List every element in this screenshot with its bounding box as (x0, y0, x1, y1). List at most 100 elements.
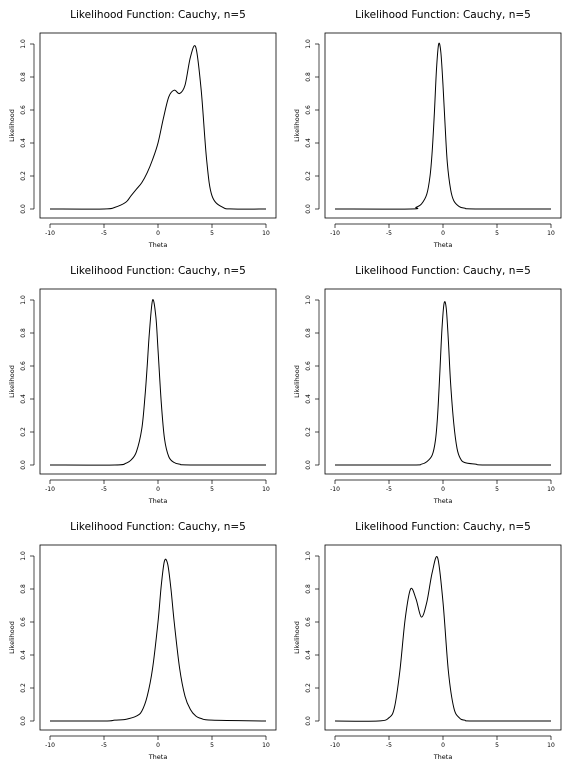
x-tick-label: -5 (101, 486, 107, 493)
x-tick-label: 0 (441, 230, 445, 237)
chart-title: Likelihood Function: Cauchy, n=5 (70, 521, 246, 533)
x-tick-label: 0 (156, 230, 160, 237)
likelihood-curve (49, 299, 267, 466)
x-tick-label: 0 (156, 742, 160, 749)
y-tick-label: 0.2 (305, 427, 312, 437)
y-tick-label: 1.0 (305, 39, 312, 49)
x-tick-label: 5 (210, 486, 214, 493)
x-tick-label: -10 (330, 742, 340, 749)
x-tick-label: 5 (495, 230, 499, 237)
x-tick-label: 10 (547, 742, 555, 749)
x-tick-label: -10 (330, 486, 340, 493)
y-tick-label: 0.6 (305, 105, 312, 115)
y-tick-label: 0.0 (305, 716, 312, 726)
x-tick-label: 5 (210, 230, 214, 237)
y-tick-label: 0.8 (20, 584, 27, 594)
y-tick-label: 0.6 (20, 617, 27, 627)
likelihood-curve (49, 558, 267, 722)
chart-title: Likelihood Function: Cauchy, n=5 (355, 9, 531, 21)
y-axis-label: Likelihood (293, 621, 301, 654)
x-axis-label: Theta (148, 753, 168, 761)
chart-title: Likelihood Function: Cauchy, n=5 (355, 521, 531, 533)
y-tick-label: 0.0 (305, 204, 312, 214)
chart-panel-1: Likelihood Function: Cauchy, n=5 -10 -5 0 5 1… (8, 9, 277, 249)
x-tick-label: 10 (262, 486, 270, 493)
y-tick-label: 0.6 (20, 361, 27, 371)
y-tick-label: 1.0 (305, 551, 312, 561)
y-tick-label: 0.4 (305, 650, 312, 660)
y-tick-label: 1.0 (20, 39, 27, 49)
y-tick-label: 0.6 (20, 105, 27, 115)
x-tick-label: -10 (330, 230, 340, 237)
x-tick-label: 0 (441, 742, 445, 749)
chart-title: Likelihood Function: Cauchy, n=5 (70, 9, 246, 21)
y-tick-label: 0.0 (20, 716, 27, 726)
plot-frame (324, 32, 562, 219)
y-tick-label: 0.4 (20, 394, 27, 404)
y-tick-label: 0.6 (305, 361, 312, 371)
plot-frame (39, 288, 277, 475)
x-tick-label: -10 (45, 230, 55, 237)
chart-panel-4: Likelihood Function: Cauchy, n=5 -10 -5 0 5 1… (293, 265, 562, 505)
y-axis-label: Likelihood (8, 621, 16, 654)
chart-title: Likelihood Function: Cauchy, n=5 (355, 265, 531, 277)
y-tick-label: 0.2 (305, 683, 312, 693)
x-tick-label: 5 (210, 742, 214, 749)
chart-panel-6: Likelihood Function: Cauchy, n=5 -10 -5 0 5 1… (293, 521, 562, 761)
y-tick-label: 0.2 (305, 171, 312, 181)
y-axis-label: Likelihood (8, 365, 16, 398)
likelihood-curve (334, 42, 552, 210)
x-axis-label: Theta (433, 753, 453, 761)
y-tick-label: 0.2 (20, 171, 27, 181)
likelihood-curve (49, 45, 267, 210)
y-tick-label: 1.0 (20, 295, 27, 305)
y-axis-label: Likelihood (293, 365, 301, 398)
x-tick-label: 5 (495, 742, 499, 749)
y-axis-label: Likelihood (8, 109, 16, 142)
y-tick-label: 0.2 (20, 683, 27, 693)
y-tick-label: 0.2 (20, 427, 27, 437)
x-axis-label: Theta (148, 241, 168, 249)
y-tick-label: 0.4 (305, 138, 312, 148)
x-axis-label: Theta (433, 497, 453, 505)
x-tick-label: 10 (547, 486, 555, 493)
x-tick-label: 10 (547, 230, 555, 237)
plot-frame (39, 544, 277, 731)
x-tick-label: -5 (386, 486, 392, 493)
x-axis-label: Theta (148, 497, 168, 505)
x-tick-label: 0 (441, 486, 445, 493)
y-tick-label: 0.4 (305, 394, 312, 404)
y-tick-label: 1.0 (305, 295, 312, 305)
x-tick-label: -5 (101, 230, 107, 237)
x-tick-label: -5 (101, 742, 107, 749)
plot-frame (39, 32, 277, 219)
chart-panel-3: Likelihood Function: Cauchy, n=5 -10 -5 0 5 1… (8, 265, 277, 505)
y-tick-label: 0.4 (20, 650, 27, 660)
y-tick-label: 0.6 (305, 617, 312, 627)
x-tick-label: 0 (156, 486, 160, 493)
x-axis-label: Theta (433, 241, 453, 249)
y-tick-label: 0.8 (20, 328, 27, 338)
y-tick-label: 0.4 (20, 138, 27, 148)
chart-panel-2: Likelihood Function: Cauchy, n=5 -10 -5 0 5 1… (293, 9, 562, 249)
y-axis-label: Likelihood (293, 109, 301, 142)
likelihood-curve (334, 301, 552, 466)
x-tick-label: -5 (386, 742, 392, 749)
chart-title: Likelihood Function: Cauchy, n=5 (70, 265, 246, 277)
x-tick-label: -5 (386, 230, 392, 237)
x-tick-label: 10 (262, 230, 270, 237)
y-tick-label: 0.0 (20, 204, 27, 214)
plot-frame (324, 288, 562, 475)
y-tick-label: 0.8 (305, 72, 312, 82)
x-tick-label: 5 (495, 486, 499, 493)
y-tick-label: 0.8 (305, 584, 312, 594)
y-tick-label: 0.0 (305, 460, 312, 470)
chart-panel-5: Likelihood Function: Cauchy, n=5 -10 -5 0 5 1… (8, 521, 277, 761)
y-tick-label: 1.0 (20, 551, 27, 561)
y-tick-label: 0.0 (20, 460, 27, 470)
x-tick-label: -10 (45, 742, 55, 749)
x-tick-label: -10 (45, 486, 55, 493)
likelihood-curve (334, 556, 552, 722)
y-tick-label: 0.8 (305, 328, 312, 338)
